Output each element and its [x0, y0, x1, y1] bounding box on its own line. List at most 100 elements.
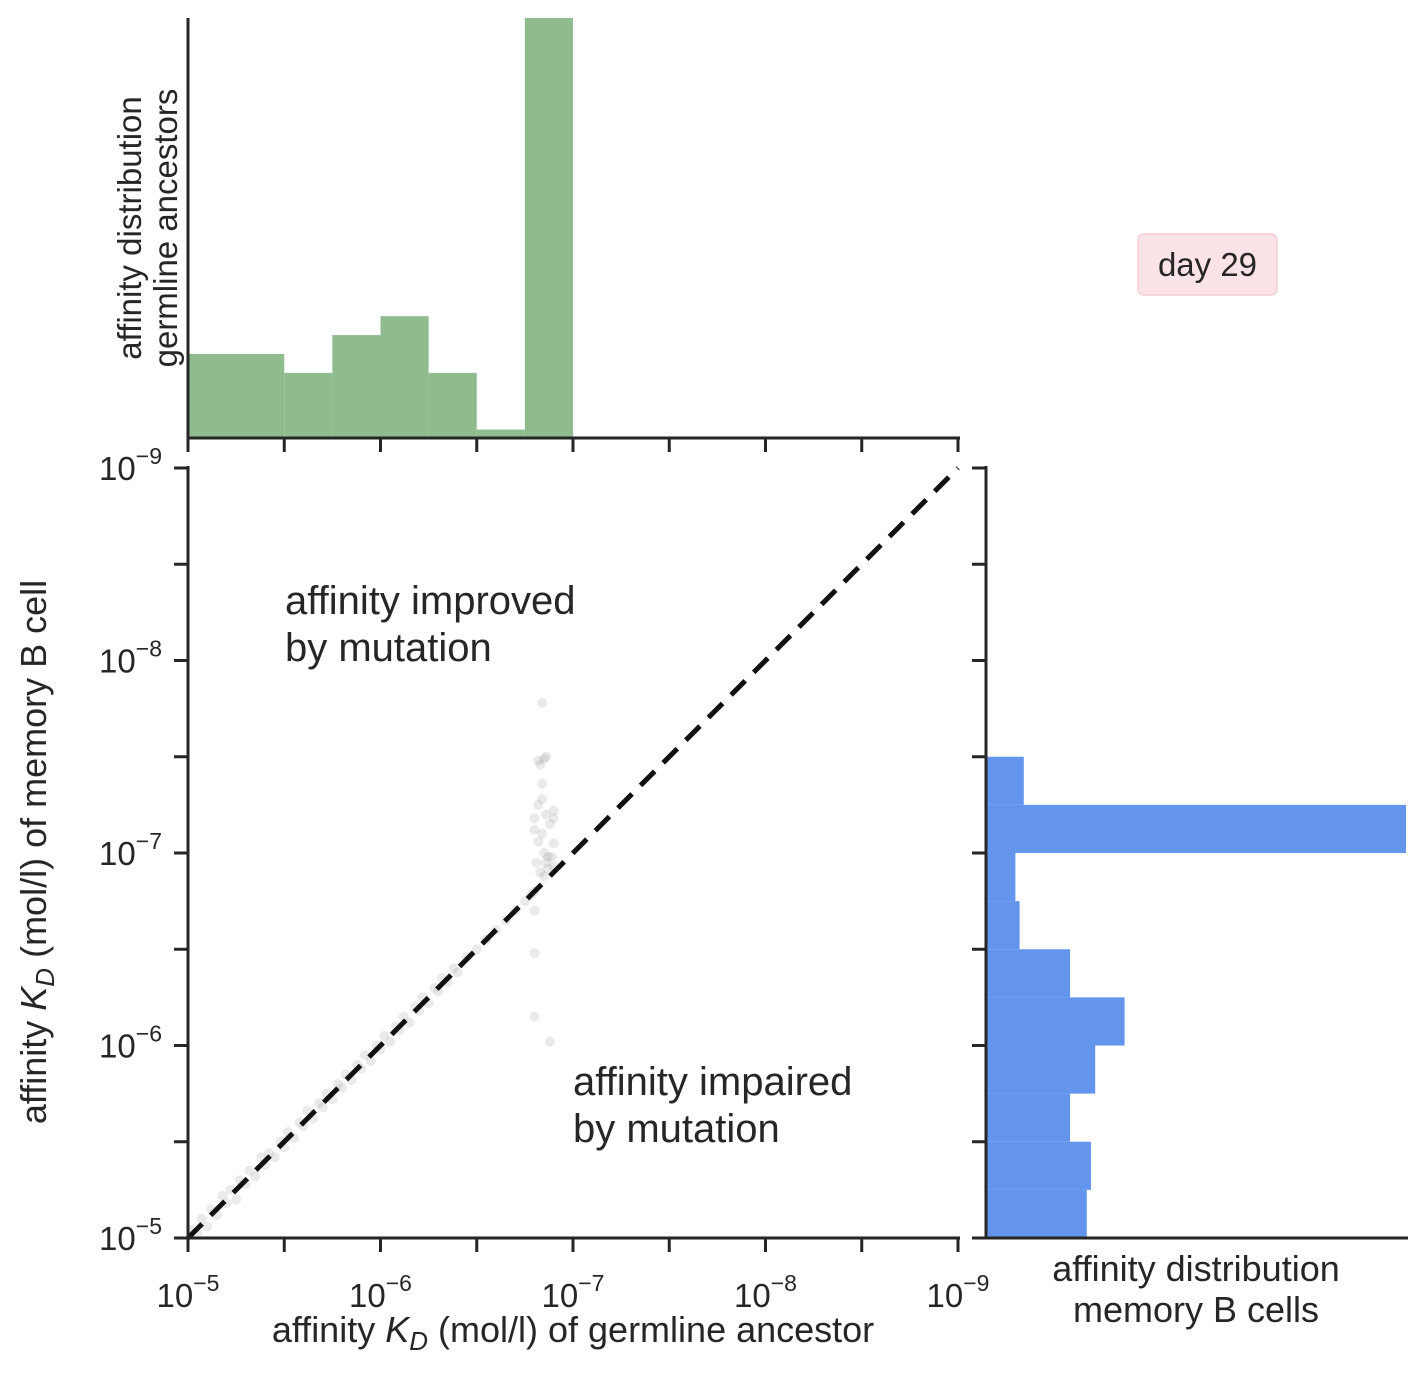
main-y-tick-label-base: 10 [99, 450, 136, 487]
scatter-point [537, 794, 548, 805]
scatter-point [385, 1036, 396, 1047]
top-histogram-bar [332, 335, 381, 438]
right-histogram-bar [986, 756, 1024, 805]
scatter-point [448, 963, 459, 974]
main-y-tick-label: 10−8 [99, 636, 162, 680]
scatter-point [529, 1011, 540, 1022]
scatter-point [471, 944, 482, 955]
main-x-tick-label-exponent: −8 [771, 1270, 797, 1296]
main-y-tick-label-base: 10 [99, 1220, 136, 1257]
scatter-point [529, 813, 540, 824]
scatter-point [539, 848, 550, 858]
scatter-point [531, 857, 542, 868]
main-x-tick-label-base: 10 [349, 1277, 386, 1314]
main-y-tick-label-exponent: −5 [136, 1213, 162, 1239]
main-x-tick-label-base: 10 [734, 1277, 771, 1314]
main-y-axis-label-text: affinity [13, 1011, 54, 1124]
scatter-point [541, 751, 552, 762]
scatter-point [250, 1171, 261, 1182]
main-x-tick-label: 10−7 [542, 1270, 605, 1314]
scatter-point [542, 851, 553, 862]
scatter-point [529, 824, 540, 835]
scatter-points [186, 697, 559, 1240]
scatter-point [537, 828, 548, 839]
scatter-point [529, 948, 540, 959]
top-histogram-ylabel-line: affinity distribution [111, 96, 148, 360]
main-x-tick-label-exponent: −9 [963, 1270, 989, 1296]
scatter-point [539, 871, 550, 882]
main-y-tick-label-base: 10 [99, 1028, 136, 1065]
main-x-tick-label: 10−8 [734, 1270, 797, 1314]
right-histogram-bar [986, 1141, 1091, 1190]
main-y-tick-label: 10−9 [99, 443, 162, 487]
main-x-tick-label-exponent: −6 [386, 1270, 412, 1296]
main-x-axis-label: affinity KD (mol/l) of germline ancestor [272, 1309, 874, 1356]
scatter-point [535, 759, 546, 770]
scatter-point [529, 905, 540, 916]
scatter-point [225, 1184, 236, 1195]
main-y-tick-label-exponent: −7 [136, 828, 162, 854]
scatter-point [544, 1036, 555, 1047]
scatter-point [544, 819, 555, 830]
day-legend-label: day 29 [1158, 246, 1257, 283]
main-x-tick-label-base: 10 [927, 1277, 964, 1314]
main-x-tick-label: 10−6 [349, 1270, 412, 1314]
scatter-point [429, 982, 440, 993]
scatter-point [533, 799, 544, 810]
scatter-point [533, 836, 544, 847]
scatter-point [548, 813, 559, 824]
main-y-tick-label-exponent: −6 [136, 1021, 162, 1047]
right-histogram-bar [986, 1189, 1087, 1238]
scatter-point [217, 1190, 228, 1201]
main-y-axis-label-subscript: D [30, 968, 60, 987]
main-y-axis-label: affinity KD (mol/l) of memory B cell [13, 580, 60, 1124]
scatter-point [333, 1079, 344, 1089]
scatter-point [548, 805, 559, 816]
top-histogram-bar [476, 429, 525, 438]
scatter-point [537, 697, 548, 708]
top-histogram-bar [188, 354, 285, 438]
scatter-point [398, 1011, 409, 1022]
scatter-point [196, 1213, 207, 1224]
main-x-tick-label-base: 10 [157, 1277, 194, 1314]
scatter-point [360, 1050, 371, 1061]
top-histogram-ticks [186, 438, 960, 452]
main-tick-labels: 10−5 10−6 10−7 10−8 10−910−510−610−710−810−9 [99, 443, 989, 1314]
main-x-tick-label-exponent: −5 [193, 1270, 219, 1296]
right-histogram-bar [986, 949, 1070, 998]
scatter-point [379, 1030, 390, 1041]
scatter-point [546, 851, 557, 862]
main-y-tick-label-exponent: −9 [136, 443, 162, 469]
scatter-point [542, 863, 553, 874]
day-legend: day 29 [1137, 233, 1278, 296]
annotation-line: affinity improved [285, 579, 576, 623]
main-scatter-plot: 10−5 10−6 10−7 10−8 10−910−510−610−710−810−9… [13, 443, 989, 1356]
top-histogram-ylabel: affinity distributiongermline ancestors [111, 89, 184, 368]
main-x-axis-label-text: (mol/l) of germline ancestor [428, 1309, 874, 1350]
scatter-point [548, 838, 559, 849]
annotation-line: affinity impaired [573, 1060, 852, 1104]
right-histogram-xlabel: affinity distribution memory B cells [1052, 1248, 1340, 1330]
scatter-point [541, 857, 552, 868]
right-histogram-bar [986, 901, 1020, 950]
scatter-point [519, 896, 530, 907]
top-histogram: affinity distributiongermline ancestors [111, 18, 960, 452]
main-x-tick-label-exponent: −7 [578, 1270, 604, 1296]
right-histogram: affinity distribution memory B cells [972, 466, 1408, 1330]
main-x-axis-label-text: affinity [272, 1309, 385, 1350]
main-y-tick-label-exponent: −8 [136, 636, 162, 662]
top-histogram-bar [284, 372, 333, 438]
scatter-point [313, 1098, 324, 1109]
scatter-point [269, 1152, 280, 1163]
main-ticks [174, 466, 960, 1252]
main-y-tick-label-base: 10 [99, 643, 136, 680]
scatter-point [263, 1148, 274, 1159]
right-histogram-xlabel-line: affinity distribution [1052, 1248, 1340, 1289]
scatter-point [535, 867, 546, 878]
right-histogram-bar [986, 1093, 1070, 1142]
scatter-point [231, 1194, 242, 1205]
top-histogram-bar [524, 18, 573, 438]
annotation-affinity-improved: affinity improved by mutation [285, 579, 576, 670]
right-histogram-bar [986, 997, 1125, 1046]
